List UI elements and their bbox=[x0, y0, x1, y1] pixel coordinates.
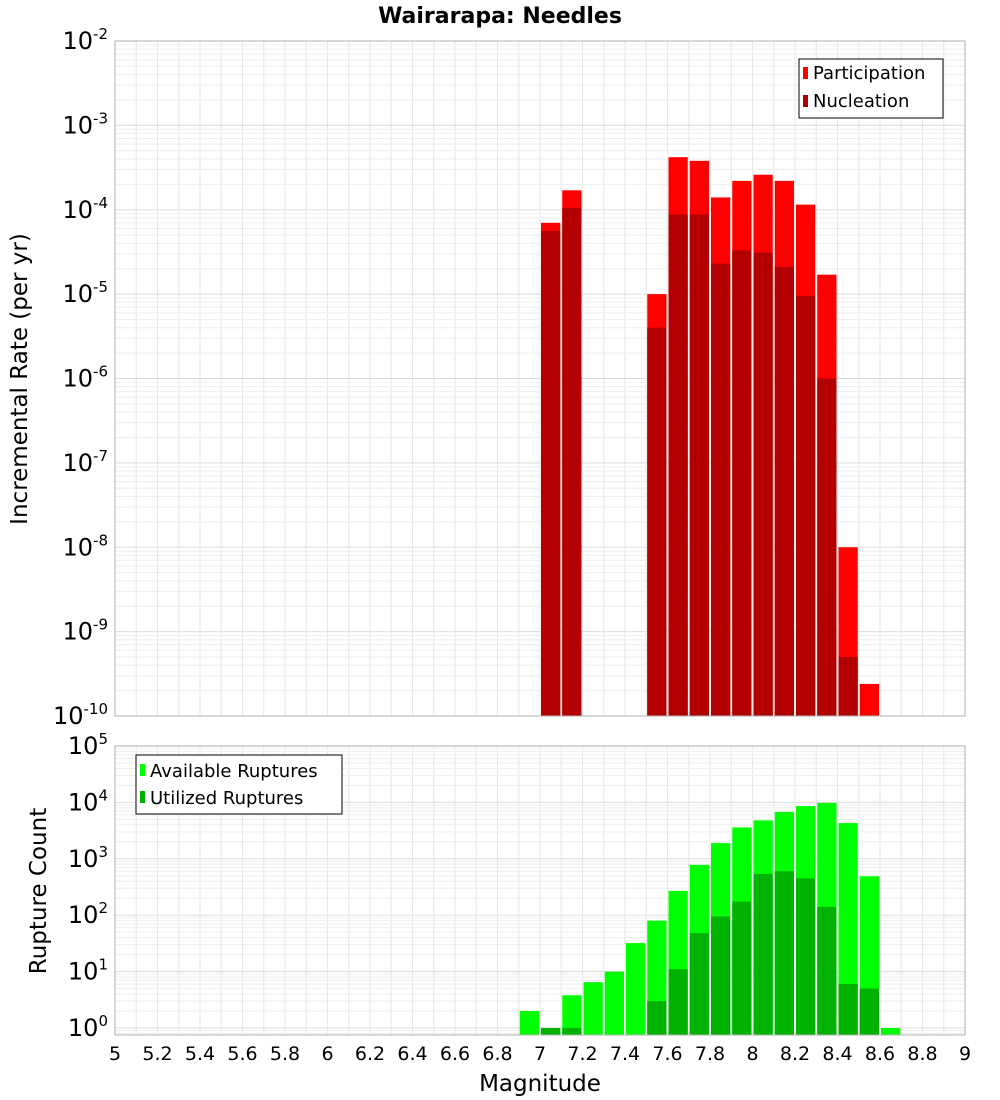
bar-utilized-ruptures bbox=[796, 878, 816, 1035]
bar-utilized-ruptures bbox=[647, 1001, 667, 1035]
bar-utilized-ruptures bbox=[838, 984, 858, 1035]
bar-participation bbox=[859, 683, 879, 716]
chart-title: Wairarapa: Needles bbox=[378, 4, 622, 29]
bottom-legend-box bbox=[135, 754, 343, 815]
bar-utilized-ruptures bbox=[711, 916, 731, 1035]
x-tick-label: 8.6 bbox=[865, 1043, 895, 1065]
bottom-y-tick-label: 104 bbox=[68, 786, 108, 816]
bar-nucleation bbox=[541, 230, 561, 716]
top-bars bbox=[541, 157, 879, 717]
x-tick-label: 5 bbox=[109, 1043, 121, 1065]
x-tick-label: 7.6 bbox=[652, 1043, 682, 1065]
x-tick-label: 7.8 bbox=[695, 1043, 725, 1065]
x-tick-label: 6.2 bbox=[355, 1043, 385, 1065]
x-tick-label: 8.4 bbox=[822, 1043, 852, 1065]
bar-nucleation bbox=[562, 207, 582, 716]
legend-swatch-available-ruptures bbox=[140, 764, 145, 776]
bar-available-ruptures bbox=[519, 1010, 539, 1035]
bar-nucleation bbox=[817, 378, 837, 716]
x-tick-label: 6 bbox=[321, 1043, 333, 1065]
bar-available-ruptures bbox=[881, 1027, 901, 1035]
bottom-y-tick-label: 105 bbox=[68, 730, 108, 760]
bottom-y-axis-label: Rupture Count bbox=[26, 808, 52, 974]
x-tick-label: 8 bbox=[746, 1043, 758, 1065]
top-y-tick-label: 10-7 bbox=[62, 447, 108, 477]
bar-nucleation bbox=[732, 250, 752, 717]
bottom-plot-frame bbox=[114, 745, 966, 1036]
bottom-y-tick-labels: 100 101 102 103 104 105 bbox=[68, 730, 108, 1042]
x-tick-label: 7.2 bbox=[567, 1043, 597, 1065]
bar-utilized-ruptures bbox=[817, 906, 837, 1035]
x-tick-label: 8.2 bbox=[780, 1043, 810, 1065]
top-y-tick-label: 10-6 bbox=[62, 363, 108, 393]
x-tick-label: 5.2 bbox=[142, 1043, 172, 1065]
legend-label-nucleation: Nucleation bbox=[813, 91, 909, 112]
bar-utilized-ruptures bbox=[668, 969, 688, 1035]
bottom-y-tick-label: 100 bbox=[68, 1012, 108, 1042]
bottom-y-tick-label: 103 bbox=[68, 843, 108, 873]
bottom-legend: Available Ruptures Utilized Ruptures bbox=[135, 754, 343, 815]
legend-label-available-ruptures: Available Ruptures bbox=[150, 761, 318, 782]
bar-utilized-ruptures bbox=[859, 988, 879, 1035]
bar-nucleation bbox=[796, 296, 816, 716]
x-tick-label: 6.4 bbox=[397, 1043, 427, 1065]
top-y-tick-label: 10-2 bbox=[62, 25, 108, 55]
bottom-y-tick-label: 102 bbox=[68, 899, 108, 929]
top-y-axis-label: Incremental Rate (per yr) bbox=[7, 233, 33, 525]
bar-utilized-ruptures bbox=[541, 1027, 561, 1035]
x-tick-label: 6.6 bbox=[440, 1043, 470, 1065]
bar-nucleation bbox=[774, 266, 794, 716]
bar-nucleation bbox=[668, 214, 688, 717]
bar-utilized-ruptures bbox=[562, 1027, 582, 1035]
top-y-tick-labels: 10-10 10-9 10-8 10-7 10-6 10-5 10-4 10-3 10-2 bbox=[53, 25, 108, 730]
top-legend: Participation Nucleation bbox=[798, 58, 944, 119]
bar-utilized-ruptures bbox=[774, 871, 794, 1035]
bar-available-ruptures bbox=[583, 982, 603, 1035]
x-tick-label: 5.8 bbox=[270, 1043, 300, 1065]
top-y-tick-label: 10-3 bbox=[62, 109, 108, 139]
x-tick-label: 9 bbox=[959, 1043, 971, 1065]
bar-utilized-ruptures bbox=[689, 933, 709, 1035]
top-legend-box bbox=[798, 58, 944, 119]
bar-nucleation bbox=[753, 252, 773, 716]
x-tick-label: 5.4 bbox=[185, 1043, 215, 1065]
legend-label-utilized-ruptures: Utilized Ruptures bbox=[150, 788, 303, 809]
bar-utilized-ruptures bbox=[732, 901, 752, 1035]
legend-swatch-nucleation bbox=[803, 95, 808, 107]
top-gridlines bbox=[114, 40, 966, 717]
top-y-tick-label: 10-9 bbox=[62, 616, 108, 646]
top-plot-frame bbox=[114, 40, 966, 717]
top-y-tick-label: 10-5 bbox=[62, 278, 108, 308]
legend-swatch-utilized-ruptures bbox=[140, 791, 145, 803]
bar-nucleation bbox=[647, 327, 667, 716]
bar-available-ruptures bbox=[604, 971, 624, 1035]
x-tick-label: 5.6 bbox=[227, 1043, 257, 1065]
bar-available-ruptures bbox=[562, 995, 582, 1035]
top-y-tick-label: 10-10 bbox=[53, 700, 108, 730]
top-y-tick-label: 10-4 bbox=[62, 194, 108, 224]
legend-swatch-participation bbox=[803, 67, 808, 79]
bar-nucleation bbox=[689, 214, 709, 717]
x-tick-label: 7 bbox=[534, 1043, 546, 1065]
bar-utilized-ruptures bbox=[753, 873, 773, 1035]
bar-available-ruptures bbox=[838, 823, 858, 1035]
bar-nucleation bbox=[838, 657, 858, 716]
x-axis-label: Magnitude bbox=[479, 1071, 601, 1097]
x-tick-label: 6.8 bbox=[482, 1043, 512, 1065]
bar-available-ruptures bbox=[626, 943, 646, 1035]
bar-nucleation bbox=[711, 263, 731, 716]
bottom-y-tick-label: 101 bbox=[68, 956, 108, 986]
x-tick-label: 8.8 bbox=[907, 1043, 937, 1065]
x-tick-label: 7.4 bbox=[610, 1043, 640, 1065]
bottom-bars bbox=[519, 802, 901, 1035]
legend-label-participation: Participation bbox=[813, 63, 925, 84]
x-tick-labels: 5 5.2 5.4 5.6 5.8 6 6.2 6.4 6.6 6.8 7 7.2 7.4 7.6 7.8 8… bbox=[109, 1043, 971, 1065]
top-y-tick-label: 10-8 bbox=[62, 531, 108, 561]
